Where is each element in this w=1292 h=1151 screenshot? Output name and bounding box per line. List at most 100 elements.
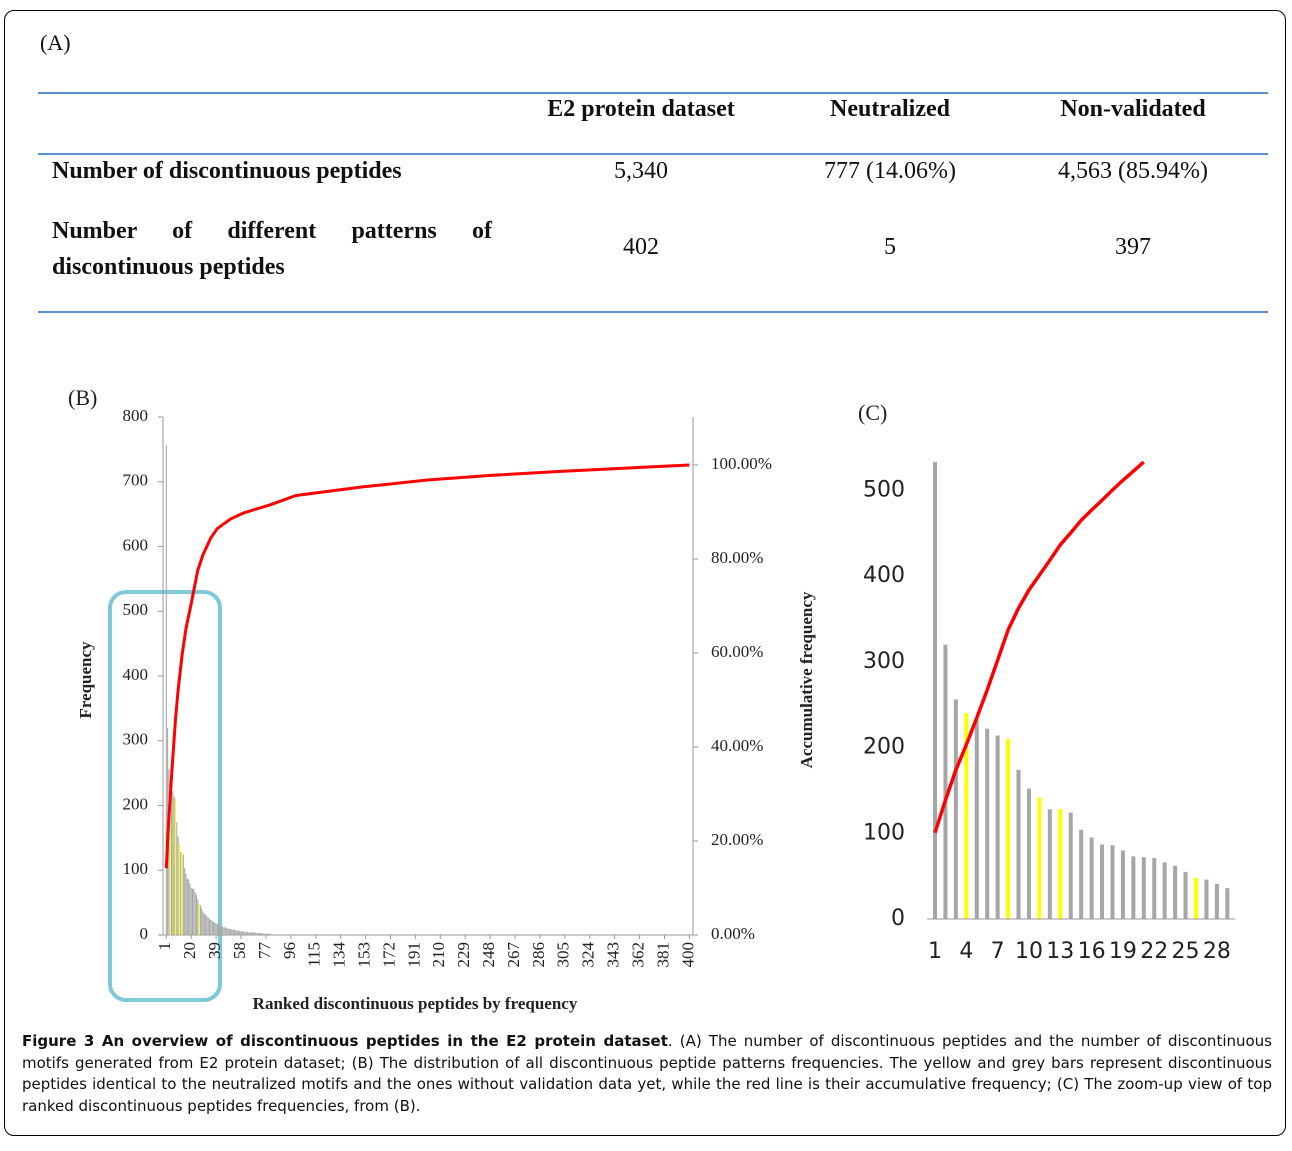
bar <box>1152 858 1157 919</box>
bar <box>193 889 195 935</box>
caption: Figure 3 An overview of discontinuous pe… <box>22 1031 1272 1117</box>
bar <box>189 883 191 935</box>
bar <box>252 932 254 935</box>
panel-label: (B) <box>68 385 97 410</box>
y-tick-label: 500 <box>863 477 905 502</box>
x-tick-label: 305 <box>554 942 573 968</box>
bar <box>235 930 237 935</box>
y2-tick-label: 60.00% <box>711 642 763 661</box>
bar <box>240 931 242 935</box>
x-tick-label: 381 <box>653 942 672 968</box>
x-tick-label: 13 <box>1046 939 1074 964</box>
bar <box>199 905 201 935</box>
bar <box>226 927 228 935</box>
bar <box>227 928 229 935</box>
table-rule <box>38 92 1268 94</box>
bar <box>1100 844 1105 919</box>
bar <box>1141 857 1146 919</box>
x-tick-label: 210 <box>429 942 448 968</box>
bar <box>249 932 251 935</box>
bar <box>1162 862 1167 919</box>
y-tick-label: 700 <box>123 471 149 490</box>
bar <box>165 444 167 935</box>
y-tick-label: 200 <box>123 794 149 813</box>
bar <box>174 799 177 935</box>
x-tick-label: 153 <box>354 942 373 968</box>
bar <box>262 933 264 935</box>
bar <box>953 699 958 919</box>
bar-group <box>933 462 1230 920</box>
bar <box>1225 888 1230 919</box>
bar <box>1131 856 1136 919</box>
cell: 5 <box>884 234 896 260</box>
y-tick-label: 100 <box>863 820 905 845</box>
bar <box>1204 879 1209 919</box>
x-tick-label: 4 <box>959 939 973 964</box>
bar <box>1016 769 1021 919</box>
y-tick-label: 600 <box>123 535 149 554</box>
y-tick-label: 0 <box>891 906 905 931</box>
x-tick-label: 16 <box>1078 939 1106 964</box>
cell: 777 (14.06%) <box>824 158 956 184</box>
bar <box>188 879 190 935</box>
x-axis-title: Ranked discontinuous peptides by frequen… <box>253 994 578 1013</box>
y2-tick-label: 20.00% <box>711 830 763 849</box>
x-tick-label: 96 <box>280 942 299 959</box>
bar <box>268 933 270 935</box>
x-tick-label: 28 <box>1203 939 1231 964</box>
x-tick-label: 39 <box>205 942 224 959</box>
x-tick-label: 267 <box>504 942 523 968</box>
y-tick-label: 800 <box>123 406 149 425</box>
column-header: E2 protein dataset <box>547 96 735 122</box>
bar <box>261 933 263 935</box>
bar <box>177 836 179 935</box>
bar <box>1068 812 1073 919</box>
bar <box>180 852 182 935</box>
bar <box>266 933 268 935</box>
bar <box>219 925 221 935</box>
bar <box>194 892 196 935</box>
x-tick-label: 1 <box>155 942 174 951</box>
x-tick-label: 77 <box>255 942 274 960</box>
bar <box>260 933 262 935</box>
caption-text: . (A) The number of discontinuous peptid… <box>22 1032 1272 1115</box>
row-label: Number of discontinuous peptides <box>52 158 402 184</box>
bar <box>241 931 243 935</box>
x-tick-label: 324 <box>579 942 598 968</box>
bar <box>237 930 239 935</box>
x-tick-label: 248 <box>479 942 498 968</box>
bar <box>195 894 197 935</box>
bar <box>169 779 171 935</box>
y2-tick-label: 40.00% <box>711 736 763 755</box>
bar <box>1120 850 1125 919</box>
bar <box>239 931 241 935</box>
y-tick-label: 400 <box>863 563 905 588</box>
bar <box>205 914 207 935</box>
bar <box>1110 845 1115 919</box>
y-tick-label: 300 <box>863 649 905 674</box>
bar <box>215 923 217 935</box>
y-tick-label: 200 <box>863 735 905 760</box>
x-tick-label: 7 <box>991 939 1005 964</box>
y-tick-label: 0 <box>140 924 149 943</box>
x-tick-label: 58 <box>230 942 249 959</box>
bar <box>181 852 183 935</box>
bar <box>230 929 232 935</box>
y2-tick-label: 80.00% <box>711 548 763 567</box>
bar <box>1079 829 1084 919</box>
x-tick-label: 22 <box>1140 939 1168 964</box>
figure-frame <box>4 10 1286 1136</box>
bar <box>1173 865 1178 919</box>
bar <box>964 713 969 919</box>
bar <box>173 796 175 935</box>
column-header: Neutralized <box>830 96 950 122</box>
column-header: Non-validated <box>1060 96 1206 122</box>
bar <box>192 888 194 935</box>
bar <box>995 735 1000 919</box>
table-rule <box>38 153 1268 155</box>
bar <box>223 927 225 935</box>
bar <box>1214 883 1219 919</box>
x-tick-label: 25 <box>1172 939 1200 964</box>
x-tick-label: 191 <box>404 942 423 968</box>
bar <box>222 926 224 935</box>
